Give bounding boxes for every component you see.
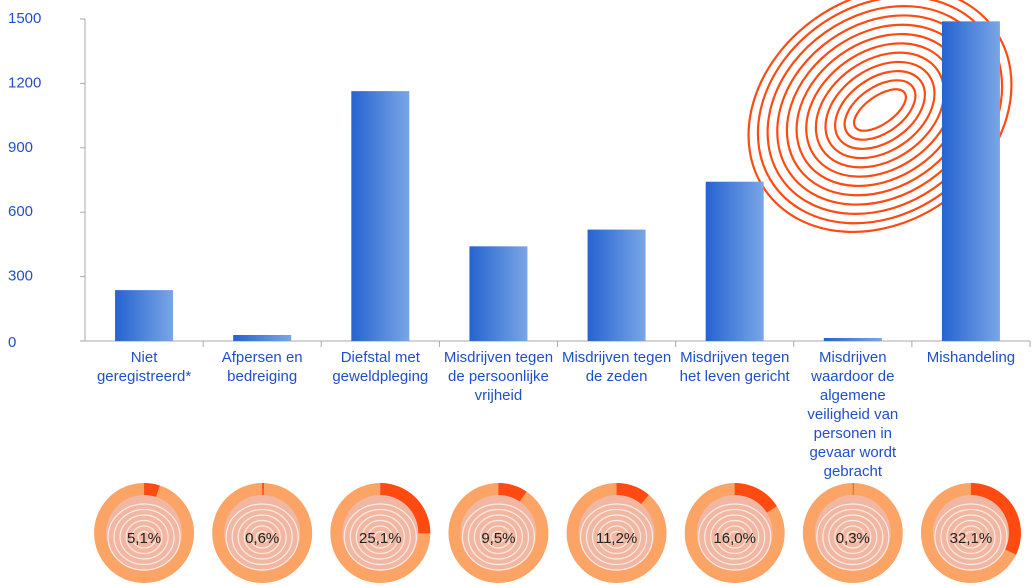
- fingerprint-line: [113, 508, 175, 566]
- x-tick-label: Diefstal met geweldpleging: [332, 349, 429, 385]
- fingerprint-line: [698, 503, 772, 571]
- fingerprint-line: [243, 519, 281, 555]
- fingerprint-line: [355, 514, 405, 560]
- bar: [587, 229, 646, 341]
- donut-label: 0,6%: [245, 530, 279, 547]
- fingerprint-line: [958, 525, 984, 549]
- x-tick-label: Niet geregistreerd*: [96, 349, 192, 385]
- fingerprint-line: [585, 508, 648, 566]
- fingerprint-line: [107, 503, 181, 571]
- bar: [233, 334, 292, 341]
- donut-center: [932, 495, 1009, 571]
- donut-label: 32,1%: [950, 530, 993, 547]
- fingerprint-line: [473, 514, 524, 560]
- fingerprint-line: [231, 508, 293, 566]
- donut-center: [106, 495, 183, 571]
- fingerprint-line: [137, 530, 151, 544]
- bar: [823, 337, 882, 341]
- donut-center: [224, 495, 301, 571]
- donut-label: 16,0%: [713, 530, 756, 547]
- donut-label: 0,3%: [836, 530, 870, 547]
- fingerprint-line: [119, 514, 169, 560]
- y-tick-label: 600: [8, 203, 33, 220]
- fingerprint-line: [722, 525, 748, 549]
- fingerprint-line: [946, 514, 996, 560]
- bar: [469, 246, 528, 341]
- donut-label: 25,1%: [359, 530, 402, 547]
- x-tick-label: Misdrijven tegen de persoonlijke vrijhei…: [443, 349, 554, 404]
- x-tick-label: Afpersen en bedreiging: [221, 349, 303, 385]
- x-tick-label: Misdrijven tegen het leven gericht: [679, 349, 790, 385]
- bar: [115, 290, 174, 341]
- y-tick-label: 1200: [8, 74, 41, 91]
- fingerprint-line: [237, 514, 287, 560]
- fingerprint-line: [840, 525, 866, 549]
- bar: [351, 91, 410, 342]
- fingerprint-line: [367, 525, 393, 549]
- fingerprint-line: [349, 508, 411, 566]
- fingerprint-line: [485, 525, 512, 549]
- x-tick-label: Misdrijven waardoor de algemene veilighe…: [807, 349, 899, 480]
- fingerprint-line: [249, 525, 275, 549]
- fingerprint-line: [461, 503, 536, 571]
- bar: [941, 21, 1000, 342]
- fingerprint-line: [373, 530, 387, 544]
- donut-center: [578, 495, 655, 571]
- fingerprint-line: [728, 530, 742, 544]
- donut-center: [814, 495, 891, 571]
- fingerprint-line: [704, 508, 766, 566]
- fingerprint-line: [343, 503, 417, 571]
- fingerprint-line: [828, 514, 878, 560]
- fingerprint-line: [834, 519, 872, 555]
- fingerprint-line: [964, 530, 978, 544]
- fingerprint-line: [816, 503, 890, 571]
- fingerprint-line: [579, 503, 654, 571]
- fingerprint-line: [597, 519, 636, 555]
- donut-label: 11,2%: [596, 530, 637, 547]
- bar: [705, 181, 764, 341]
- fingerprint-line: [255, 530, 269, 544]
- fingerprint-line: [940, 508, 1002, 566]
- x-tick-label: Misdrijven tegen de zeden: [561, 349, 672, 385]
- donut-label: 9,5%: [481, 530, 515, 547]
- x-tick-label: Mishandeling: [926, 349, 1016, 366]
- fingerprint-line: [710, 514, 760, 560]
- fingerprint-line: [603, 525, 630, 549]
- fingerprint-line: [609, 530, 624, 544]
- fingerprint-line: [716, 519, 754, 555]
- fingerprint-line: [934, 503, 1008, 571]
- donut-center: [696, 495, 773, 571]
- fingerprint-line: [822, 508, 884, 566]
- fingerprint-line: [491, 530, 506, 544]
- donut-label: 5,1%: [127, 530, 161, 547]
- y-tick-label: 900: [8, 139, 33, 156]
- donut-center: [460, 495, 537, 571]
- fingerprint-line: [479, 519, 518, 555]
- fingerprint-line: [952, 519, 990, 555]
- y-tick-label: 0: [8, 334, 16, 351]
- fingerprint-line: [467, 508, 530, 566]
- y-tick-label: 300: [8, 268, 33, 285]
- fingerprint-line: [361, 519, 399, 555]
- fingerprint-line: [591, 514, 642, 560]
- fingerprint-line: [125, 519, 163, 555]
- y-tick-label: 1500: [8, 10, 41, 27]
- fingerprint-line: [846, 530, 860, 544]
- donut-center: [342, 495, 419, 571]
- fingerprint-line: [131, 525, 157, 549]
- fingerprint-line: [225, 503, 299, 571]
